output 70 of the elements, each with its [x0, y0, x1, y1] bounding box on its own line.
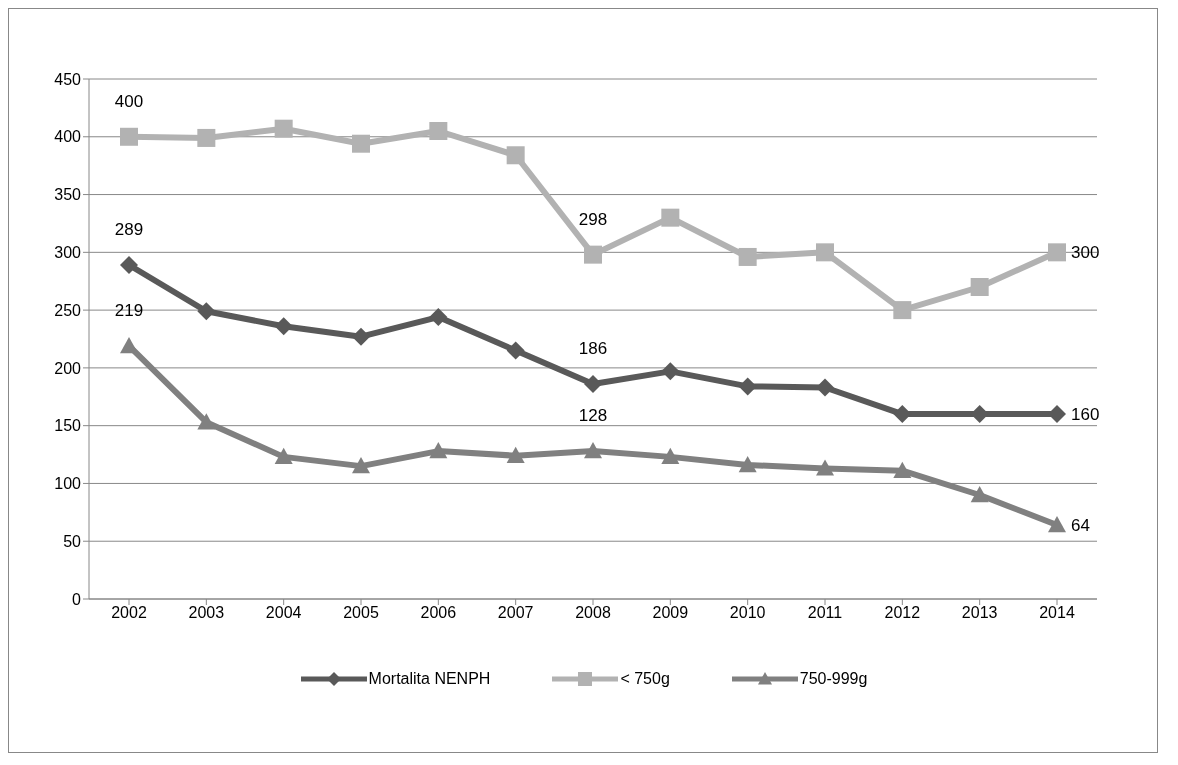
point	[893, 301, 912, 320]
x-tick-label: 2003	[188, 604, 225, 622]
y-tick-label: 200	[54, 359, 82, 377]
point	[352, 457, 370, 474]
x-tick-label: 2002	[111, 604, 147, 622]
point	[197, 128, 216, 147]
x-tick-label: 2013	[961, 604, 998, 622]
x-tick-label: 2012	[884, 604, 921, 622]
point	[506, 341, 525, 360]
y-tick-label: 100	[54, 475, 82, 493]
point	[1048, 516, 1066, 533]
point	[274, 317, 293, 336]
data-label: 219	[114, 300, 144, 320]
point	[970, 278, 989, 296]
point	[661, 447, 680, 465]
y-tick-label: 150	[54, 417, 82, 435]
point	[120, 256, 138, 275]
point	[816, 243, 834, 262]
point	[661, 362, 680, 381]
point	[197, 413, 216, 430]
legend-label: 750-999g	[799, 670, 868, 688]
y-tick-label: 250	[54, 301, 82, 319]
point	[816, 378, 834, 397]
point	[120, 336, 138, 354]
legend-label: < 750g	[620, 670, 670, 688]
point	[584, 245, 602, 264]
data-label: 186	[578, 339, 608, 359]
point	[816, 459, 834, 476]
y-tick-label: 50	[63, 532, 82, 550]
data-label: 400	[114, 91, 144, 111]
data-label: 64	[1071, 516, 1090, 536]
point	[274, 447, 293, 465]
data-label: 128	[578, 406, 608, 426]
point	[352, 327, 370, 346]
point	[274, 119, 293, 138]
point	[352, 134, 370, 153]
x-tick-label: 2004	[265, 604, 302, 622]
point	[1048, 243, 1066, 262]
point	[197, 302, 216, 321]
data-label: 298	[578, 209, 608, 229]
data-label: 300	[1071, 243, 1100, 263]
x-tick-label: 2014	[1039, 604, 1075, 622]
point	[970, 486, 989, 503]
y-tick-label: 450	[54, 70, 82, 88]
point	[120, 127, 138, 146]
x-tick-label: 2008	[575, 604, 611, 622]
x-tick-label: 2010	[729, 604, 766, 622]
y-tick-label: 300	[54, 244, 82, 262]
x-tick-label: 2011	[807, 604, 843, 622]
point	[738, 455, 757, 473]
x-tick-label: 2009	[652, 604, 689, 622]
y-tick-label: 0	[72, 590, 82, 608]
legend-label: Mortalita NENPH	[368, 670, 491, 688]
y-tick-label: 400	[54, 128, 82, 146]
point	[584, 375, 602, 394]
point	[661, 208, 680, 227]
y-tick-label: 350	[54, 186, 82, 204]
point	[429, 442, 448, 459]
x-tick-label: 2007	[497, 604, 534, 622]
point	[506, 446, 525, 463]
data-label: 160	[1071, 405, 1100, 425]
point	[738, 247, 757, 266]
x-tick-label: 2005	[343, 604, 379, 622]
point	[893, 461, 912, 478]
point	[584, 442, 602, 459]
point	[429, 308, 448, 327]
point	[429, 122, 448, 140]
point	[506, 146, 525, 165]
data-label: 289	[114, 220, 144, 240]
x-tick-label: 2006	[420, 604, 457, 622]
